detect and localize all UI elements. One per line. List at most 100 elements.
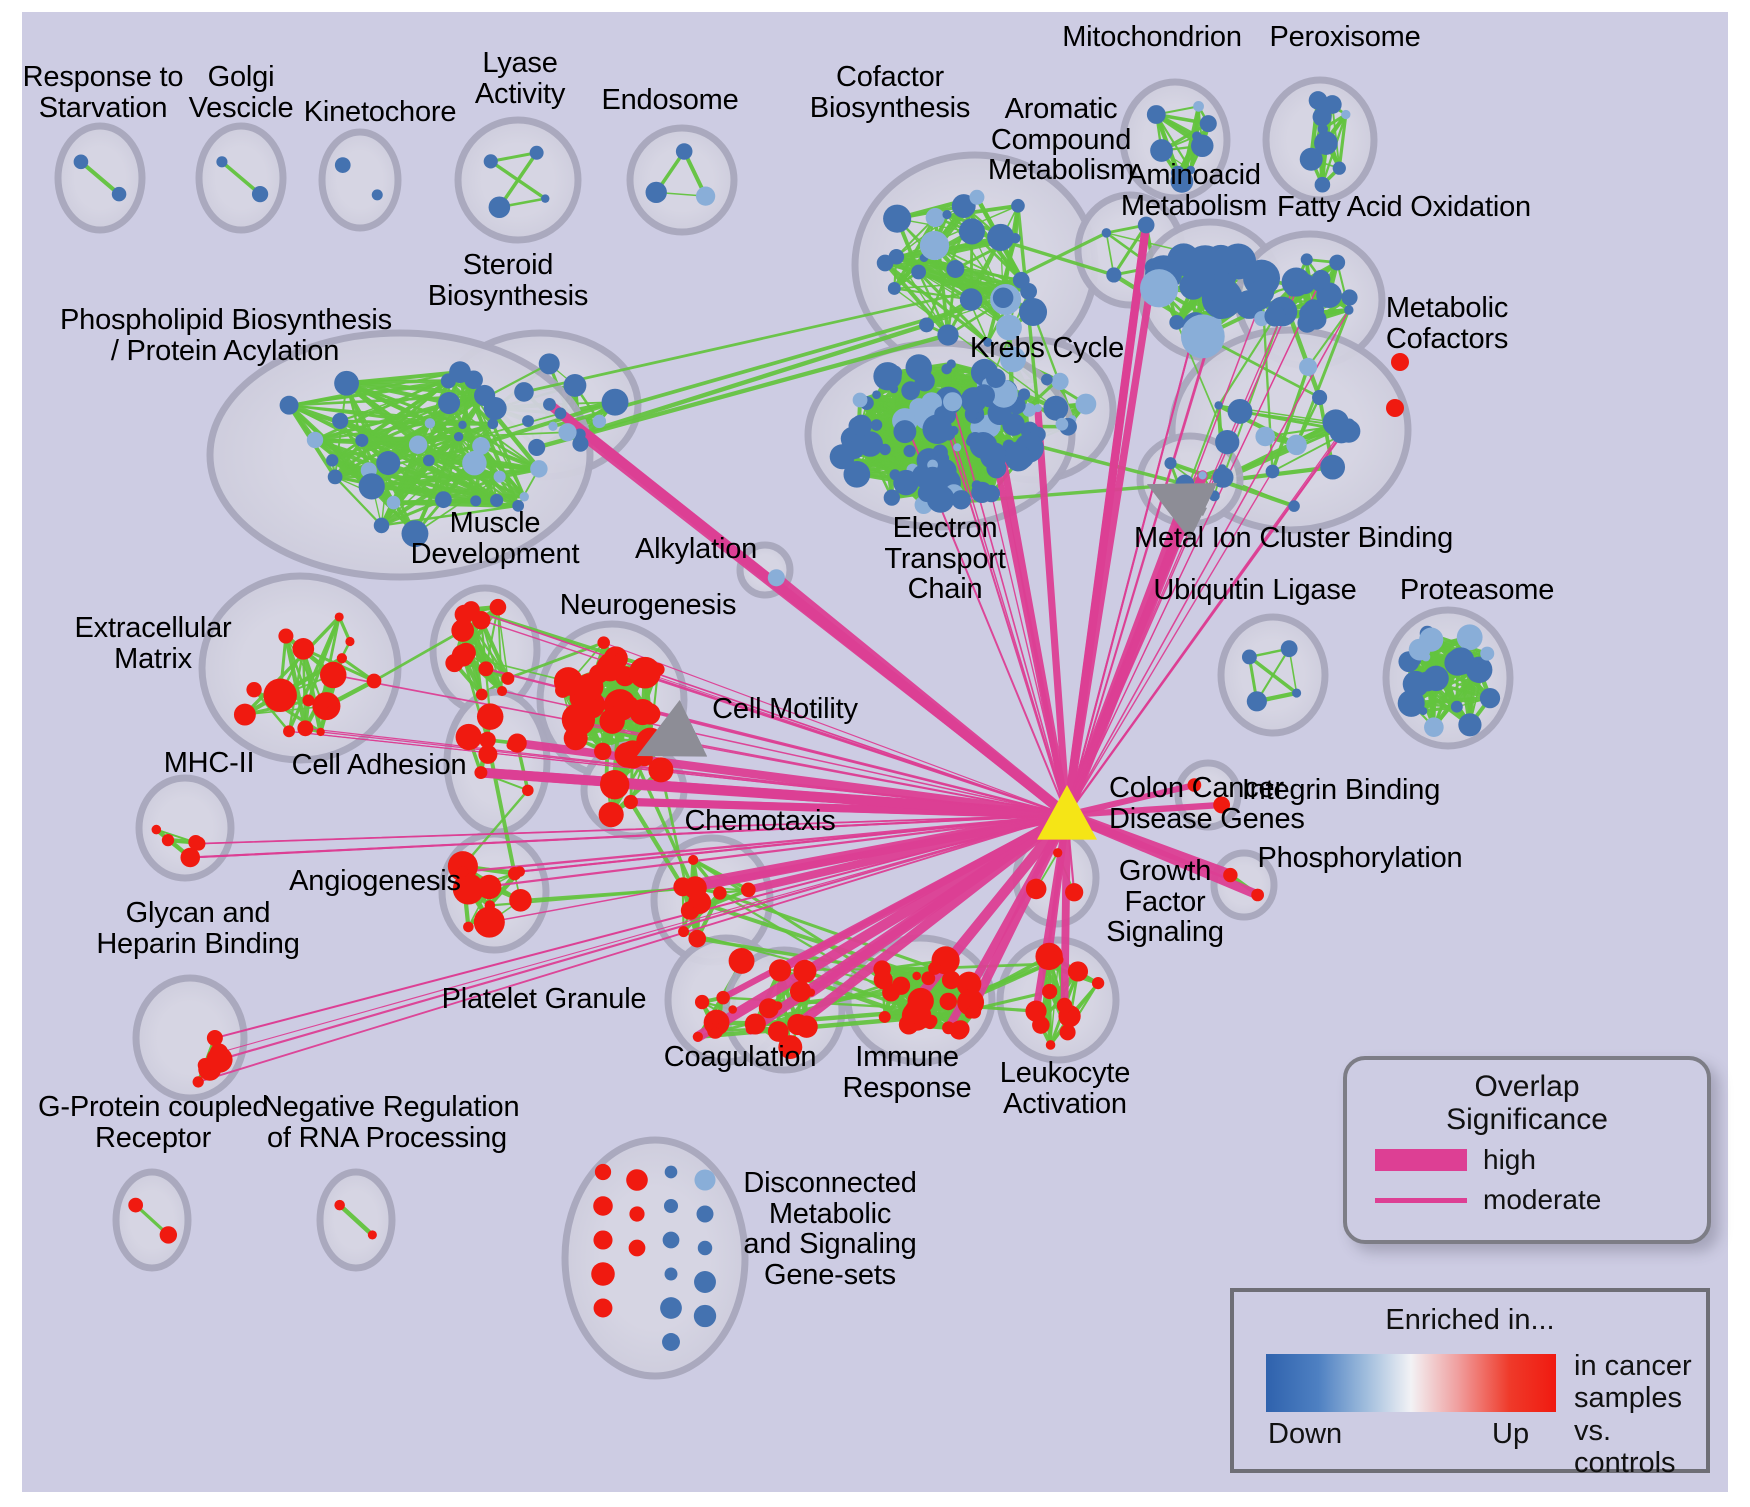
gene-set-node[interactable] [1299,357,1318,376]
gene-set-node[interactable] [893,420,917,444]
gene-set-node[interactable] [470,495,482,507]
gene-set-node[interactable] [386,495,401,510]
gene-set-node[interactable] [306,431,324,449]
cluster-blob-disconnected-metabolic-and-signaling-gene-sets[interactable] [561,1136,749,1380]
gene-set-node[interactable] [662,1231,680,1249]
gene-set-node[interactable] [937,324,959,346]
gene-set-node[interactable] [1264,305,1286,327]
gene-set-node[interactable] [334,1199,345,1211]
gene-set-node[interactable] [946,260,965,278]
gene-set-node[interactable] [925,1014,938,1027]
gene-set-node[interactable] [852,392,868,408]
gene-set-node[interactable] [1187,778,1202,792]
hub-edge[interactable] [1066,309,1350,816]
gene-set-node[interactable] [327,469,343,485]
gene-set-node[interactable] [591,1262,615,1286]
gene-set-node[interactable] [458,420,467,430]
gene-set-node[interactable] [1065,883,1084,902]
gene-set-node[interactable] [1005,444,1032,472]
gene-set-node[interactable] [740,882,756,898]
cluster-blob-kinetochore[interactable] [318,128,402,232]
gene-set-node[interactable] [629,1206,645,1222]
gene-set-node[interactable] [1215,429,1240,455]
hub-edge[interactable] [288,730,1068,816]
gene-set-node[interactable] [435,491,452,509]
gene-set-node[interactable] [951,490,971,510]
gene-set-node[interactable] [188,834,203,850]
hub-edge[interactable] [1066,299,1263,816]
gene-set-node[interactable] [422,454,435,467]
cluster-blob-endosome[interactable] [626,124,738,236]
gene-set-node[interactable] [159,1226,178,1244]
gene-set-node[interactable] [1444,649,1471,676]
gene-set-node[interactable] [943,392,963,412]
gene-set-node[interactable] [645,181,667,204]
gene-set-node[interactable] [1039,959,1049,969]
gene-set-node[interactable] [683,876,707,900]
gene-set-node[interactable] [1199,115,1217,133]
gene-set-node[interactable] [845,440,864,459]
gene-set-node[interactable] [216,156,228,168]
gene-set-node[interactable] [593,1196,613,1216]
gene-set-node[interactable] [451,644,475,667]
gene-set-node[interactable] [440,373,456,389]
hub-edge[interactable] [189,814,1068,859]
gene-set-node[interactable] [1045,1040,1056,1050]
gene-set-node[interactable] [1450,700,1463,713]
gene-set-node[interactable] [561,702,596,737]
gene-set-node[interactable] [1466,662,1484,681]
gene-set-node[interactable] [614,742,640,768]
gene-set-node[interactable] [1417,671,1438,692]
gene-set-node[interactable] [1192,131,1202,141]
gene-set-node[interactable] [904,998,931,1024]
hub-edge[interactable] [1034,404,1071,819]
gene-set-node[interactable] [462,450,487,476]
gene-set-node[interactable] [472,437,490,455]
gene-set-node[interactable] [1140,269,1179,308]
gene-set-node[interactable] [1011,198,1025,213]
gene-set-node[interactable] [773,1001,783,1011]
gene-set-node[interactable] [1308,91,1328,110]
gene-set-node[interactable] [1314,131,1338,155]
gene-set-node[interactable] [358,473,385,500]
gene-set-node[interactable] [959,288,983,311]
gene-set-node[interactable] [688,854,699,866]
gene-set-node[interactable] [302,694,315,707]
gene-set-node[interactable] [1314,176,1331,193]
gene-set-node[interactable] [905,354,933,381]
gene-set-node[interactable] [1218,464,1227,473]
gene-set-node[interactable] [319,661,347,689]
hub-edge[interactable] [1063,801,1225,819]
gene-set-node[interactable] [345,636,355,647]
gene-set-node[interactable] [563,374,587,397]
gene-set-node[interactable] [453,432,464,442]
gene-set-node[interactable] [1480,646,1495,661]
gene-set-node[interactable] [872,390,881,399]
hub-edge[interactable] [1066,282,1301,816]
gene-set-node[interactable] [538,353,560,375]
gene-set-node[interactable] [572,435,589,452]
gene-set-node[interactable] [664,1267,678,1281]
gene-set-node[interactable] [987,223,1015,251]
gene-set-node[interactable] [529,145,544,160]
gene-set-node[interactable] [992,287,1014,309]
gene-set-node[interactable] [472,611,491,630]
gene-set-node[interactable] [710,1027,721,1038]
gene-set-node[interactable] [501,672,515,685]
gene-set-node[interactable] [371,189,383,201]
hub-edge[interactable] [1066,284,1320,816]
gene-set-node[interactable] [424,418,436,429]
gene-set-node[interactable] [1212,466,1234,488]
gene-set-node[interactable] [1150,139,1173,162]
gene-set-node[interactable] [850,414,873,436]
gene-set-node[interactable] [366,673,382,689]
hub-edge[interactable] [990,492,1068,816]
gene-set-node[interactable] [1312,107,1332,127]
gene-set-node[interactable] [1056,997,1073,1014]
gene-set-node[interactable] [1002,439,1015,452]
gene-set-node[interactable] [251,186,269,203]
gene-set-node[interactable] [1214,401,1223,410]
gene-set-node[interactable] [1205,244,1237,276]
gene-set-node[interactable] [1209,297,1232,320]
gene-set-node[interactable] [1341,289,1358,306]
